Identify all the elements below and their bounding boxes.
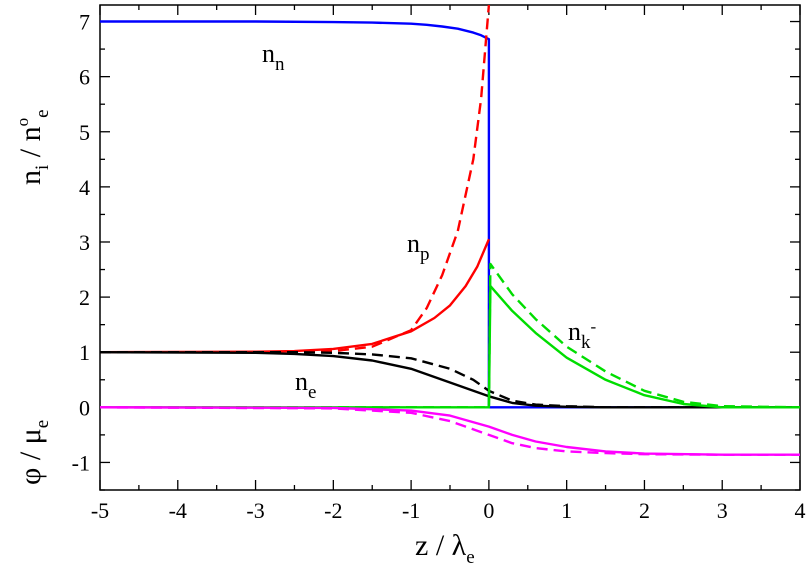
series-line-nk_dash	[100, 262, 801, 409]
series-line-nn	[100, 20, 800, 409]
x-tick-label: -2	[324, 498, 342, 523]
y-tick-label: -1	[72, 450, 90, 475]
series-line-nk_solid	[100, 284, 800, 409]
series-group	[99, 4, 801, 456]
y-axis-label-top: ni / noe	[13, 109, 53, 185]
series-line-np_dash	[100, 4, 491, 354]
series-line-np_solid	[99, 238, 491, 354]
y-tick-label: 7	[79, 10, 90, 35]
series-line-ne_dash	[100, 351, 800, 409]
y-tick-label: 3	[79, 230, 90, 255]
y-axis-label-bottom: φ / μe	[14, 420, 53, 485]
x-tick-label: 3	[717, 498, 728, 523]
x-tick-label: -5	[91, 498, 109, 523]
series-line-phi_solid	[99, 406, 800, 456]
x-tick-label: 1	[561, 498, 572, 523]
x-tick-label: 2	[639, 498, 650, 523]
y-tick-label: 4	[79, 175, 90, 200]
plot-frame	[99, 4, 801, 491]
x-tick-label: 4	[795, 498, 806, 523]
y-tick-label: 2	[79, 285, 90, 310]
x-tick-label: -3	[246, 498, 264, 523]
y-tick-label: 6	[79, 65, 90, 90]
x-tick-label: -1	[402, 498, 420, 523]
label-nn: nn	[262, 39, 285, 75]
axis-ticks: -5 -4 -3 -2 -1 0 1 2 3 4 -1 0 1 2 3 4 5 6 7	[72, 5, 806, 523]
y-tick-label: 1	[79, 340, 90, 365]
x-tick-label: -4	[169, 498, 187, 523]
y-tick-label: 0	[79, 395, 90, 420]
x-axis-label: z / λe	[415, 529, 475, 568]
label-np: np	[407, 229, 430, 265]
x-tick-label: 0	[483, 498, 494, 523]
series-line-phi_dash	[99, 406, 800, 456]
y-tick-label: 5	[79, 120, 90, 145]
label-ne: ne	[295, 367, 316, 403]
label-nk: nk-	[568, 317, 597, 353]
series-line-ne_solid	[99, 351, 800, 409]
